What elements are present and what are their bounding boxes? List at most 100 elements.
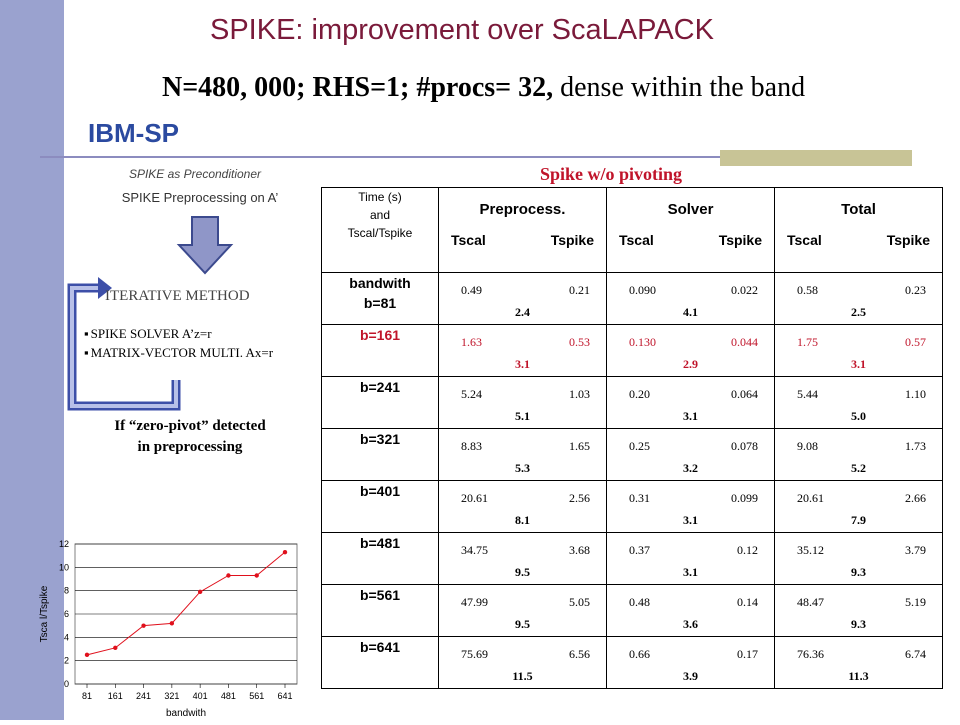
tscal-value: 20.61 (461, 491, 488, 505)
corner-header: Time (s) and Tscal/Tspike (321, 187, 439, 273)
ratio-value: 11.5 (512, 669, 533, 683)
ratio-value: 8.1 (515, 513, 530, 527)
zero-pivot-line-2: in preprocessing (137, 439, 243, 455)
tscal-value: 1.75 (797, 335, 818, 349)
subtitle-rest: dense within the band (553, 72, 806, 103)
data-point (113, 645, 118, 651)
loop-arrow-icon (58, 276, 188, 416)
tscal-value: 48.47 (797, 595, 824, 609)
sub-tspike: Tspike (718, 232, 762, 248)
data-point (84, 652, 90, 658)
ratio-value: 5.1 (515, 409, 530, 423)
accent-bar (720, 150, 912, 166)
tspike-value: 0.53 (569, 335, 590, 349)
tot-cell: 20.61 2.66 7.9 (774, 480, 943, 533)
ratio-line-chart: 0 2 4 6 8 10 12 81 161 241 321 401 481 561 641 bandwith… (35, 532, 310, 720)
tspike-value: 0.57 (905, 335, 926, 349)
ratio-value: 3.6 (683, 617, 698, 631)
ratio-value: 4.1 (683, 305, 698, 319)
tspike-value: 5.05 (569, 595, 590, 609)
table-row: bandwith b=81 0.49 0.21 2.4 0.090 0.022 4.1 0.58… (321, 272, 943, 325)
divider-line (40, 156, 912, 158)
slide-subtitle: N=480, 000; RHS=1; #procs= 32, dense wit… (162, 72, 805, 104)
tscal-value: 75.69 (461, 647, 488, 661)
table-row: b=161 1.63 0.53 3.1 0.130 0.044 2.9 1.75 0.57 3.1 (321, 324, 943, 377)
tscal-value: 34.75 (461, 543, 488, 557)
y-tick-label: 12 (59, 539, 69, 549)
pre-cell: 34.75 3.68 9.5 (438, 532, 607, 585)
pre-cell: 5.24 1.03 5.1 (438, 376, 607, 429)
ratio-value: 2.4 (515, 305, 530, 319)
x-tick-label: 401 (193, 691, 208, 701)
tscal-value: 76.36 (797, 647, 824, 661)
tscal-value: 20.61 (797, 491, 824, 505)
tscal-value: 5.44 (797, 387, 818, 401)
pre-cell: 20.61 2.56 8.1 (438, 480, 607, 533)
y-tick-label: 6 (64, 609, 69, 619)
tscal-value: 0.25 (629, 439, 650, 453)
row-label-line-1: b=481 (359, 535, 401, 551)
tscal-value: 0.20 (629, 387, 650, 401)
data-point (254, 573, 259, 578)
ratio-value: 3.1 (683, 409, 698, 423)
sol-cell: 0.090 0.022 4.1 (606, 272, 775, 325)
tspike-value: 1.73 (905, 439, 926, 453)
ratio-value: 11.3 (848, 669, 869, 683)
group-solver-label: Solver (667, 201, 714, 218)
ratio-value: 2.9 (683, 357, 698, 371)
sol-cell: 0.37 0.12 3.1 (606, 532, 775, 585)
tspike-value: 0.17 (737, 647, 758, 661)
row-label: b=241 (321, 376, 439, 429)
sub-tscal: Tscal (451, 232, 486, 248)
preprocessing-label: SPIKE Preprocessing on A’ (121, 190, 279, 205)
sub-tspike: Tspike (886, 232, 930, 248)
tot-cell: 0.58 0.23 2.5 (774, 272, 943, 325)
tspike-value: 1.10 (905, 387, 926, 401)
ratio-value: 3.2 (683, 461, 698, 475)
pre-cell: 1.63 0.53 3.1 (438, 324, 607, 377)
tspike-value: 2.56 (569, 491, 590, 505)
tspike-value: 1.03 (569, 387, 590, 401)
sub-tspike: Tspike (550, 232, 594, 248)
tot-cell: 5.44 1.10 5.0 (774, 376, 943, 429)
tscal-value: 35.12 (797, 543, 824, 557)
header-preprocess: Preprocess. Tscal Tspike (438, 187, 607, 273)
corner-line-2: and (369, 208, 391, 222)
tspike-value: 6.56 (569, 647, 590, 661)
sub-tscal: Tscal (787, 232, 822, 248)
pre-cell: 47.99 5.05 9.5 (438, 584, 607, 637)
ratio-value: 3.1 (851, 357, 866, 371)
tot-cell: 48.47 5.19 9.3 (774, 584, 943, 637)
ratio-value: 9.5 (515, 617, 530, 631)
x-tick-label: 641 (277, 691, 292, 701)
ratio-value: 3.9 (683, 669, 698, 683)
tscal-value: 0.49 (461, 283, 482, 297)
sol-cell: 0.130 0.044 2.9 (606, 324, 775, 377)
tspike-value: 0.14 (737, 595, 758, 609)
tscal-value: 1.63 (461, 335, 482, 349)
group-total-label: Total (841, 201, 876, 218)
table-row: b=401 20.61 2.56 8.1 0.31 0.099 3.1 20.61 2.66 7.… (321, 480, 943, 533)
tspike-value: 0.044 (731, 335, 758, 349)
tspike-value: 0.078 (731, 439, 758, 453)
x-axis-label: bandwith (166, 708, 206, 719)
ratio-value: 3.1 (683, 565, 698, 579)
tspike-value: 3.79 (905, 543, 926, 557)
table-row: b=481 34.75 3.68 9.5 0.37 0.12 3.1 35.12 3.79 9.3 (321, 532, 943, 585)
iterative-method-label: ITERATIVE METHOD (105, 288, 250, 304)
tscal-value: 9.08 (797, 439, 818, 453)
row-label: b=641 (321, 636, 439, 689)
down-arrow-icon (175, 215, 235, 275)
pre-cell: 75.69 6.56 11.5 (438, 636, 607, 689)
row-label: b=161 (321, 324, 439, 377)
tspike-value: 0.064 (731, 387, 758, 401)
ratio-value: 5.0 (851, 409, 866, 423)
data-point (226, 573, 231, 578)
pre-cell: 0.49 0.21 2.4 (438, 272, 607, 325)
header-solver: Solver Tscal Tspike (606, 187, 775, 273)
x-tick-label: 561 (249, 691, 264, 701)
iteration-steps-list: SPIKE SOLVER A’z=r MATRIX-VECTOR MULTI. … (84, 324, 273, 362)
tot-cell: 76.36 6.74 11.3 (774, 636, 943, 689)
sol-cell: 0.66 0.17 3.9 (606, 636, 775, 689)
y-tick-label: 2 (64, 656, 69, 666)
